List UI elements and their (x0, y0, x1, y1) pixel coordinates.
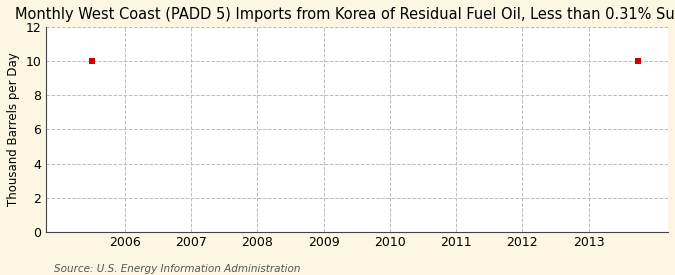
Title: Monthly West Coast (PADD 5) Imports from Korea of Residual Fuel Oil, Less than 0: Monthly West Coast (PADD 5) Imports from… (15, 7, 675, 22)
Y-axis label: Thousand Barrels per Day: Thousand Barrels per Day (7, 53, 20, 206)
Text: Source: U.S. Energy Information Administration: Source: U.S. Energy Information Administ… (54, 264, 300, 274)
